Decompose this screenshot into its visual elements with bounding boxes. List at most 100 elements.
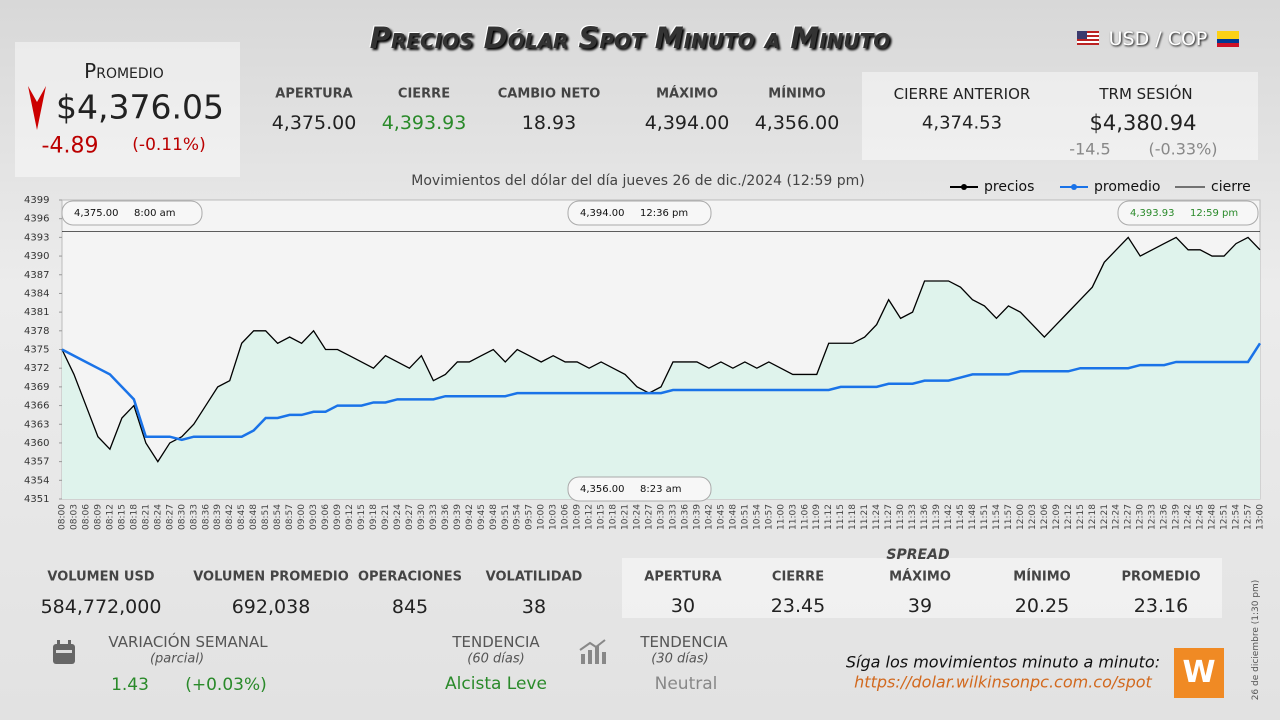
- stat-value: 4,356.00: [754, 112, 840, 134]
- x-tick-label: 12:54: [1232, 504, 1242, 530]
- volume-value: 584,772,000: [40, 596, 162, 618]
- x-tick-label: 08:42: [225, 504, 235, 530]
- legend-label: precios: [984, 179, 1034, 195]
- stat-label: CIERRE: [397, 86, 451, 102]
- x-tick-label: 08:03: [69, 504, 79, 530]
- precios-line: [61, 236, 1261, 463]
- spread-title: SPREAD: [886, 547, 950, 563]
- stat-label: MÍNIMO: [768, 86, 826, 102]
- y-tick-label: 4351: [24, 494, 49, 505]
- x-tick-label: 10:00: [537, 504, 547, 530]
- promedio-value: $4,376.05: [56, 87, 224, 127]
- volume-value: 38: [521, 596, 547, 618]
- x-tick-label: 08:12: [105, 504, 115, 530]
- trend60-value: Alcista Leve: [445, 674, 547, 694]
- x-tick-label: 11:54: [992, 504, 1002, 530]
- x-tick-label: 08:48: [249, 504, 259, 530]
- x-tick-label: 12:48: [1208, 504, 1218, 530]
- x-tick-label: 09:18: [369, 504, 379, 530]
- x-tick-label: 08:06: [81, 504, 91, 530]
- footer-text: Síga los movimientos minuto a minuto:: [845, 652, 1161, 672]
- x-tick-label: 11:06: [800, 504, 810, 530]
- annotation-box: [1117, 200, 1259, 226]
- x-tick-label: 10:06: [561, 504, 571, 530]
- x-tick-label: 11:33: [908, 504, 918, 530]
- annotation-value: 4,375.00: [74, 208, 119, 219]
- x-tick-label: 08:45: [237, 504, 247, 530]
- x-tick-label: 09:36: [441, 504, 451, 530]
- y-tick-label: 4399: [24, 195, 49, 206]
- x-tick-label: 09:06: [321, 504, 331, 530]
- x-tick-label: 10:54: [752, 504, 762, 530]
- x-tick-label: 08:57: [285, 504, 295, 530]
- x-tick-label: 12:03: [1028, 504, 1038, 530]
- y-tick-label: 4393: [24, 232, 49, 243]
- x-tick-label: 10:39: [692, 504, 702, 530]
- x-tick-label: 11:36: [920, 504, 930, 530]
- x-tick-label: 10:21: [621, 504, 631, 530]
- x-tick-label: 09:39: [453, 504, 463, 530]
- x-tick-label: 09:45: [477, 504, 487, 530]
- stat-label: CAMBIO NETO: [497, 86, 601, 102]
- x-tick-label: 08:36: [201, 504, 211, 530]
- volume-label: VOLUMEN PROMEDIO: [193, 569, 349, 585]
- trend-icon: [579, 639, 606, 664]
- title: Precios Dólar Spot Minuto a Minuto: [369, 21, 891, 55]
- y-tick-label: 4396: [24, 214, 49, 225]
- x-tick-label: 09:30: [417, 504, 427, 530]
- x-tick-label: 09:21: [381, 504, 391, 530]
- down-arrow: [28, 86, 46, 130]
- x-tick-label: 10:33: [668, 504, 678, 530]
- x-tick-label: 09:15: [357, 504, 367, 530]
- trend30-sub: (30 días): [651, 651, 709, 667]
- co-flag: [1217, 31, 1239, 47]
- x-tick-label: 08:30: [177, 504, 187, 530]
- x-tick-label: 11:15: [836, 504, 846, 530]
- x-tick-label: 11:18: [848, 504, 858, 530]
- x-tick-label: 10:03: [549, 504, 559, 530]
- x-tick-label: 11:09: [812, 504, 822, 530]
- y-tick-label: 4387: [24, 270, 49, 281]
- spread-box: [622, 558, 1222, 618]
- spread-label: MÁXIMO: [889, 569, 951, 585]
- stat-value: 4,394.00: [644, 112, 730, 134]
- y-tick-label: 4375: [24, 345, 49, 356]
- footer-link[interactable]: https://dolar.wilkinsonpc.com.co/spot: [854, 672, 1152, 692]
- x-tick-label: 09:33: [429, 504, 439, 530]
- annotation-time: 8:00 am: [134, 208, 176, 219]
- spread-value: 39: [907, 595, 933, 617]
- x-tick-label: 09:42: [465, 504, 475, 530]
- x-tick-label: 11:21: [860, 504, 870, 530]
- x-tick-label: 12:36: [1160, 504, 1170, 530]
- x-tick-label: 10:36: [680, 504, 690, 530]
- annotation-box: [61, 200, 203, 226]
- x-tick-label: 09:27: [405, 504, 415, 530]
- weekly-value: 1.43: [111, 675, 149, 695]
- y-tick-label: 4366: [24, 401, 49, 412]
- x-tick-label: 12:27: [1124, 504, 1134, 530]
- trm-change-pct: (-0.33%): [1148, 139, 1218, 159]
- stat-value: 18.93: [521, 112, 577, 134]
- chart: Movimientos del dólar del día jueves 26 …: [24, 173, 1266, 530]
- x-tick-label: 11:24: [872, 504, 882, 530]
- y-tick-label: 4357: [24, 457, 49, 468]
- promedio-box: [15, 42, 240, 177]
- x-tick-label: 10:09: [573, 504, 583, 530]
- y-tick-label: 4360: [24, 438, 49, 449]
- x-tick-label: 12:15: [1076, 504, 1086, 530]
- y-tick-label: 4378: [24, 326, 49, 337]
- x-tick-label: 10:24: [633, 504, 643, 530]
- x-tick-label: 08:18: [129, 504, 139, 530]
- annotation-value: 4,394.00: [580, 208, 625, 219]
- x-tick-label: 11:27: [884, 504, 894, 530]
- spread-value: 23.16: [1133, 595, 1189, 617]
- x-tick-label: 10:18: [609, 504, 619, 530]
- x-tick-label: 10:48: [728, 504, 738, 530]
- y-tick-label: 4390: [24, 251, 49, 262]
- x-tick-label: 11:48: [968, 504, 978, 530]
- x-tick-label: 12:30: [1136, 504, 1146, 530]
- x-tick-label: 09:51: [501, 504, 511, 530]
- volume-value: 845: [391, 596, 429, 618]
- x-tick-label: 08:24: [153, 504, 163, 530]
- legend-label: cierre: [1211, 179, 1251, 195]
